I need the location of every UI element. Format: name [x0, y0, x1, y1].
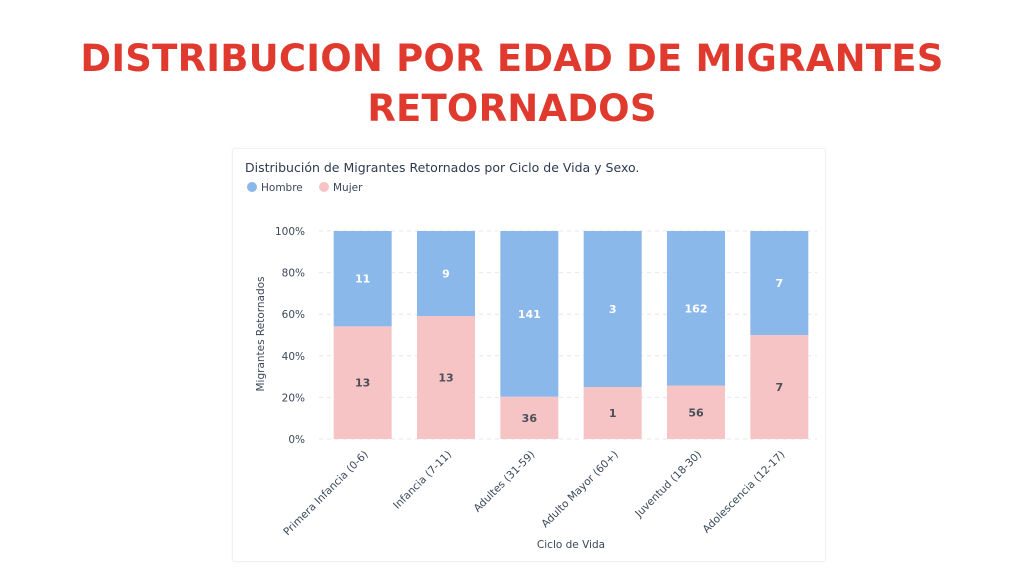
legend-label: Hombre: [261, 182, 303, 194]
bar-segment-hombre[interactable]: [417, 231, 475, 317]
data-label-hombre: 141: [518, 308, 541, 321]
data-label-mujer: 13: [438, 372, 453, 385]
legend-swatch: [319, 182, 329, 192]
data-label-mujer: 56: [688, 406, 704, 419]
data-label-mujer: 13: [355, 377, 370, 390]
bar-segment-hombre[interactable]: [500, 231, 559, 397]
bar-group[interactable]: 36 141: [500, 231, 559, 439]
bar-segment-mujer[interactable]: [500, 396, 559, 439]
bar-segment-hombre[interactable]: [750, 231, 809, 335]
bar-segment-hombre[interactable]: [583, 231, 642, 387]
bar-segment-mujer[interactable]: [750, 335, 809, 439]
slide-title: DISTRIBUCION POR EDAD DE MIGRANTES RETOR…: [0, 34, 1024, 134]
y-tick-label: 40%: [282, 351, 305, 363]
y-axis: 0% 20% 40% 60% 80% 100%: [275, 226, 305, 446]
bar-segment-mujer[interactable]: [667, 385, 725, 439]
y-tick-label: 80%: [282, 268, 305, 280]
x-tick-label: Primera Infancia (0-6): [281, 449, 370, 538]
chart-legend: Hombre Mujer: [247, 182, 363, 194]
x-axis: Primera Infancia (0-6) Infancia (7-11) Adu…: [281, 449, 787, 538]
x-axis-label: Ciclo de Vida: [537, 539, 605, 551]
data-label-hombre: 3: [609, 303, 617, 316]
data-label-mujer: 7: [776, 381, 784, 394]
slide-title-line-2: RETORNADOS: [367, 87, 657, 130]
x-tick-label: Juventud (18-30): [632, 449, 704, 521]
data-label-mujer: 1: [609, 407, 617, 420]
chart-gridlines: [319, 230, 817, 440]
y-axis-label: Migrantes Retornados: [255, 276, 267, 391]
bar-segment-hombre[interactable]: [333, 231, 392, 327]
bar-group[interactable]: 13: [583, 231, 642, 439]
legend-item-mujer[interactable]: Mujer: [319, 182, 363, 194]
bar-group[interactable]: 13 9: [417, 231, 475, 439]
x-tick-label: Adulto Mayor (60+): [539, 449, 621, 531]
x-tick-label: Infancia (7-11): [391, 449, 454, 512]
slide-title-line-1: DISTRIBUCION POR EDAD DE MIGRANTES: [80, 37, 944, 80]
bar-segment-mujer[interactable]: [417, 316, 475, 439]
bar-group[interactable]: 56 162: [667, 231, 725, 439]
x-tick-label: Adultes (31-59): [471, 449, 537, 515]
y-tick-label: 20%: [282, 392, 305, 404]
data-label-hombre: 7: [776, 277, 784, 290]
data-label-hombre: 162: [685, 302, 708, 315]
stacked-bar-chart: Distribución de Migrantes Retornados por…: [245, 160, 817, 551]
bar-group[interactable]: 13 11: [333, 231, 392, 439]
bar-segment-hombre[interactable]: [667, 231, 725, 386]
bar-segment-mujer[interactable]: [333, 326, 392, 439]
bar-group[interactable]: 77: [750, 231, 809, 439]
legend-item-hombre[interactable]: Hombre: [247, 182, 303, 194]
bar-segment-mujer[interactable]: [583, 387, 642, 439]
chart-title: Distribución de Migrantes Retornados por…: [245, 160, 639, 175]
data-label-hombre: 9: [442, 268, 450, 281]
legend-swatch: [247, 182, 257, 192]
y-tick-label: 0%: [288, 434, 305, 446]
data-label-mujer: 36: [522, 412, 538, 425]
y-tick-label: 60%: [282, 309, 305, 321]
chart-card: Distribución de Migrantes Retornados por…: [232, 148, 826, 562]
x-tick-label: Adolescencia (12-17): [700, 449, 787, 536]
y-tick-label: 100%: [275, 226, 305, 238]
data-label-hombre: 11: [355, 273, 370, 286]
legend-label: Mujer: [333, 182, 363, 194]
